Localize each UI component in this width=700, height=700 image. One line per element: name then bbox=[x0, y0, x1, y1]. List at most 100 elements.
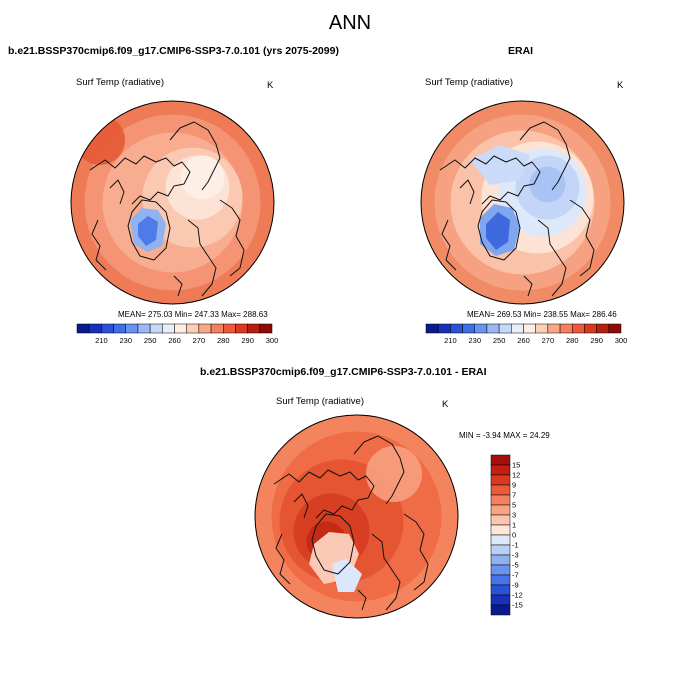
colorbar-box bbox=[137, 323, 151, 334]
colorbar-box bbox=[511, 323, 524, 334]
colorbar-box bbox=[490, 594, 511, 606]
colorbar-box bbox=[490, 494, 511, 506]
colorbar-tick-label: 0 bbox=[512, 530, 517, 540]
colorbar-box bbox=[486, 323, 500, 334]
panel2-colorbar-ticks: 210 230 250 260 270 280 290 300 bbox=[426, 336, 627, 348]
map-field-warm bbox=[75, 115, 125, 165]
coastline bbox=[371, 533, 401, 611]
coastline bbox=[173, 275, 183, 297]
colorbar-box bbox=[474, 323, 488, 334]
panel2-units: K bbox=[617, 80, 624, 91]
colorbar-tick-label: 9 bbox=[512, 480, 517, 490]
colorbar-tick-label: 210 bbox=[95, 336, 108, 345]
colorbar-box bbox=[174, 323, 187, 334]
panel1-colorbar bbox=[76, 323, 273, 334]
coastline bbox=[459, 179, 475, 205]
panel2-polar-map bbox=[420, 100, 625, 305]
coastline bbox=[403, 513, 429, 591]
coastline-greenland bbox=[477, 199, 521, 261]
colorbar-box bbox=[490, 484, 511, 496]
coastline-greenland bbox=[311, 513, 355, 575]
panel1-units: K bbox=[267, 80, 274, 91]
colorbar-tick-label: 250 bbox=[492, 336, 506, 345]
colorbar-box bbox=[462, 323, 475, 334]
colorbar-tick-label: 290 bbox=[590, 336, 603, 345]
coastline bbox=[109, 179, 125, 205]
map-field-mild bbox=[366, 446, 422, 502]
greenland-field-core bbox=[486, 212, 510, 250]
coastline bbox=[89, 155, 191, 205]
colorbar-box bbox=[450, 323, 463, 334]
colorbar-box bbox=[101, 323, 114, 334]
coastline bbox=[523, 275, 533, 297]
panel3-colorbar-ticks: 15 12 9 7 5 3 1 0 -1 -3 -5 -7 -9 -12 -15 bbox=[512, 455, 542, 615]
coastline bbox=[275, 533, 291, 585]
map-boundary bbox=[254, 414, 459, 619]
panel2-stats: MEAN= 269.53 Min= 238.55 Max= 286.46 bbox=[467, 310, 617, 319]
colorbar-box bbox=[210, 323, 224, 334]
colorbar-box bbox=[490, 564, 511, 576]
colorbar-box bbox=[596, 323, 610, 334]
colorbar-tick-label: 270 bbox=[192, 336, 206, 345]
colorbar-tick-label: 5 bbox=[512, 500, 517, 510]
colorbar-box bbox=[559, 323, 573, 334]
colorbar-box bbox=[437, 323, 451, 334]
coastline bbox=[353, 435, 405, 505]
panel1-colorbar-ticks: 210 230 250 260 270 280 290 300 bbox=[77, 336, 278, 348]
coastline bbox=[293, 493, 309, 519]
colorbar-tick-label: 300 bbox=[614, 336, 628, 345]
colorbar-tick-label: 250 bbox=[143, 336, 157, 345]
colorbar-tick-label: 12 bbox=[512, 470, 521, 480]
map-field-contour bbox=[529, 166, 566, 203]
colorbar-tick-label: 7 bbox=[512, 490, 517, 500]
colorbar-box bbox=[490, 524, 511, 536]
coastline bbox=[219, 199, 245, 277]
map-field-cool bbox=[332, 559, 362, 592]
colorbar-box bbox=[247, 323, 261, 334]
colorbar-tick-label: 280 bbox=[565, 336, 579, 345]
colorbar-box bbox=[490, 464, 511, 476]
colorbar-box bbox=[490, 454, 511, 466]
colorbar-box bbox=[162, 323, 175, 334]
colorbar-tick-label: -15 bbox=[512, 600, 523, 610]
colorbar-tick-label: -7 bbox=[512, 570, 519, 580]
colorbar-box bbox=[490, 504, 511, 516]
colorbar-box bbox=[113, 323, 126, 334]
panel2-colorbar bbox=[425, 323, 622, 334]
colorbar-box bbox=[223, 323, 236, 334]
colorbar-box bbox=[490, 534, 511, 546]
panel3-units: K bbox=[442, 399, 449, 410]
panel3-polar-map bbox=[254, 414, 459, 619]
coastline bbox=[569, 199, 595, 277]
colorbar-box bbox=[259, 323, 273, 334]
panel1-field-label: Surf Temp (radiative) bbox=[76, 77, 164, 88]
coastline bbox=[357, 589, 367, 611]
colorbar-box bbox=[149, 323, 163, 334]
colorbar-box bbox=[490, 474, 511, 486]
colorbar-tick-label: 300 bbox=[265, 336, 279, 345]
colorbar-box bbox=[547, 323, 561, 334]
map-field-cold bbox=[470, 145, 530, 185]
greenland-field-core bbox=[138, 216, 158, 246]
colorbar-tick-label: 270 bbox=[541, 336, 555, 345]
panel1-stats: MEAN= 275.03 Min= 247.33 Max= 288.63 bbox=[118, 310, 268, 319]
colorbar-tick-label: 15 bbox=[512, 460, 521, 470]
page-title: ANN bbox=[328, 12, 372, 34]
coastline bbox=[169, 121, 221, 191]
colorbar-tick-label: 3 bbox=[512, 510, 517, 520]
coastline bbox=[519, 121, 571, 191]
colorbar-tick-label: 1 bbox=[512, 520, 517, 530]
map-field-contour bbox=[180, 155, 225, 200]
colorbar-box bbox=[584, 323, 597, 334]
colorbar-box bbox=[608, 323, 622, 334]
coastline-greenland bbox=[127, 199, 171, 261]
colorbar-tick-label: -5 bbox=[512, 560, 519, 570]
colorbar-box bbox=[498, 323, 512, 334]
colorbar-tick-label: 230 bbox=[119, 336, 133, 345]
colorbar-box bbox=[490, 514, 511, 526]
coastline bbox=[187, 219, 217, 297]
colorbar-box bbox=[186, 323, 200, 334]
colorbar-tick-label: 260 bbox=[168, 336, 181, 345]
colorbar-tick-label: -9 bbox=[512, 580, 519, 590]
colorbar-box bbox=[425, 323, 439, 334]
